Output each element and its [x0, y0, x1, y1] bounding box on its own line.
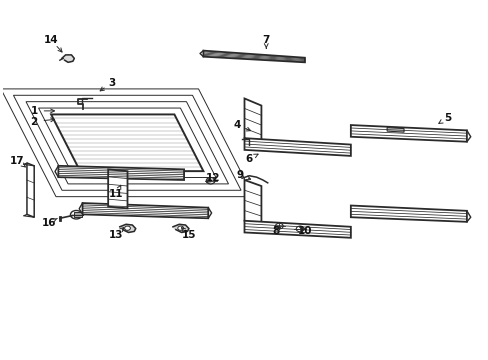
Polygon shape — [58, 166, 183, 180]
Circle shape — [275, 223, 283, 229]
Polygon shape — [120, 224, 136, 233]
Text: 11: 11 — [109, 189, 123, 199]
Polygon shape — [244, 138, 350, 156]
Text: 17: 17 — [10, 156, 24, 166]
Text: 16: 16 — [41, 217, 56, 228]
Text: 10: 10 — [297, 226, 311, 237]
Text: 3: 3 — [108, 77, 115, 87]
Text: 8: 8 — [272, 226, 279, 237]
Circle shape — [206, 177, 215, 184]
Polygon shape — [173, 224, 188, 233]
Text: 9: 9 — [236, 170, 243, 180]
Polygon shape — [27, 163, 34, 217]
Polygon shape — [244, 99, 261, 145]
Polygon shape — [350, 206, 466, 222]
Text: 5: 5 — [443, 113, 450, 123]
Polygon shape — [244, 221, 350, 238]
Polygon shape — [74, 212, 82, 217]
Polygon shape — [61, 55, 74, 62]
Circle shape — [124, 226, 130, 230]
Text: 1: 1 — [31, 106, 38, 116]
Circle shape — [178, 226, 183, 230]
Polygon shape — [386, 127, 403, 132]
Circle shape — [296, 226, 304, 232]
Text: 7: 7 — [262, 35, 269, 45]
Circle shape — [70, 211, 82, 219]
Text: 13: 13 — [109, 230, 123, 240]
Polygon shape — [244, 180, 261, 226]
Polygon shape — [82, 203, 208, 218]
Text: 14: 14 — [44, 35, 58, 45]
Polygon shape — [350, 125, 466, 142]
Text: 4: 4 — [233, 120, 241, 130]
Polygon shape — [51, 114, 203, 171]
Text: 2: 2 — [31, 117, 38, 126]
Text: 12: 12 — [205, 173, 220, 183]
Text: 15: 15 — [181, 230, 196, 240]
Text: 6: 6 — [245, 154, 252, 164]
Polygon shape — [203, 51, 305, 62]
Polygon shape — [108, 169, 127, 208]
